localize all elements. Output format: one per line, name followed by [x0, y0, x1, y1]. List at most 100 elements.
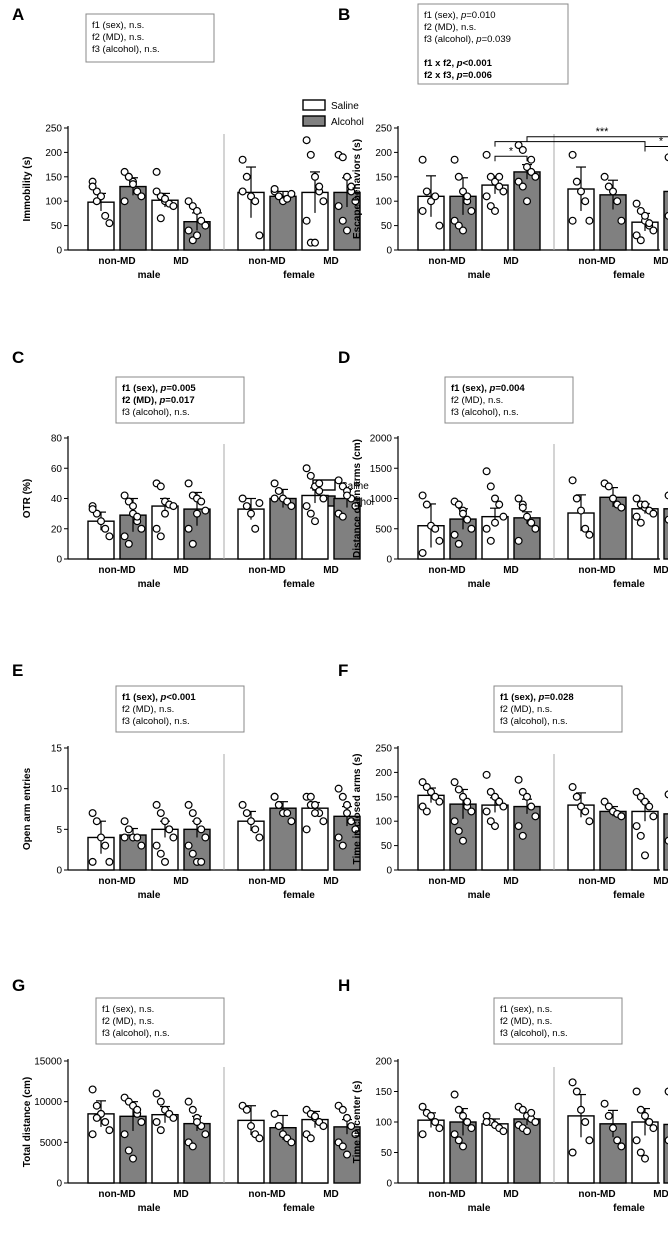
bar-alcohol [663, 508, 668, 560]
y-tick-label: 15 [51, 744, 63, 755]
data-point [334, 476, 343, 485]
y-tick-label: 10 [51, 784, 63, 795]
data-point [255, 231, 264, 240]
y-tick-label: 40 [51, 494, 63, 505]
data-point [568, 1148, 577, 1157]
group-label: MD [653, 876, 668, 887]
y-tick-label: 50 [381, 1148, 393, 1159]
data-point [522, 163, 531, 172]
legend-swatch-alcohol [302, 115, 326, 127]
data-point [640, 797, 649, 806]
y-tick-label: 150 [375, 172, 392, 183]
y-tick-label: 10000 [34, 1097, 62, 1108]
data-point [482, 524, 491, 533]
data-point [632, 512, 641, 521]
group-label: MD [173, 256, 189, 267]
data-point [338, 792, 347, 801]
group-label: MD [503, 256, 519, 267]
data-point [274, 486, 283, 495]
data-point [247, 1122, 256, 1131]
data-point [96, 833, 105, 842]
data-point [347, 1122, 356, 1131]
data-point [165, 825, 174, 834]
data-point [454, 826, 463, 835]
data-point [459, 792, 468, 801]
data-point [105, 857, 114, 866]
data-point [454, 1105, 463, 1114]
data-point [491, 206, 500, 215]
data-point [302, 464, 311, 473]
data-point [482, 1117, 491, 1126]
data-point [467, 1124, 476, 1133]
data-point [572, 792, 581, 801]
y-tick-label: 50 [381, 841, 393, 852]
data-point [287, 502, 296, 511]
y-axis-label: Immobility (s) [22, 156, 33, 221]
data-point [459, 509, 468, 518]
data-point [531, 172, 540, 181]
data-point [287, 1138, 296, 1147]
data-point [450, 216, 459, 225]
stats-line: f2 (MD), n.s. [92, 32, 144, 43]
stats-line: f3 (alcohol), n.s. [92, 44, 160, 55]
data-point [418, 1102, 427, 1111]
data-point [184, 226, 193, 235]
data-point [585, 530, 594, 539]
data-point [101, 1117, 110, 1126]
data-point [491, 494, 500, 503]
group-label: MD [323, 1189, 339, 1200]
data-point [664, 836, 668, 845]
data-point [92, 1101, 101, 1110]
data-point [338, 841, 347, 850]
data-point [518, 145, 527, 154]
legend: Saline Alcohol [302, 99, 364, 128]
data-point [531, 1117, 540, 1126]
y-tick-label: 5000 [40, 1138, 63, 1149]
data-point [188, 1105, 197, 1114]
data-point [137, 524, 146, 533]
data-point [351, 502, 360, 511]
data-point [274, 192, 283, 201]
data-point [600, 797, 609, 806]
data-point [156, 809, 165, 818]
stats-box [417, 3, 569, 85]
data-point [636, 831, 645, 840]
sex-label: male [138, 890, 161, 901]
data-point [664, 515, 668, 524]
data-point [315, 479, 324, 488]
data-point [302, 216, 311, 225]
stats-line: f1 (sex), p=0.005 [122, 383, 196, 394]
data-point [152, 841, 161, 850]
stats-box [493, 997, 623, 1045]
data-point [338, 1105, 347, 1114]
data-point [632, 1087, 641, 1096]
y-axis-label: Total distance (cm) [22, 1077, 33, 1167]
data-point [88, 1085, 97, 1094]
group-label: non-MD [248, 1189, 285, 1200]
y-tick-label: 250 [45, 124, 62, 135]
data-point [351, 825, 360, 834]
stats-line: f1 (sex), p=0.028 [500, 692, 574, 703]
y-tick-label: 150 [375, 1087, 392, 1098]
data-point [450, 1130, 459, 1139]
data-point [613, 1136, 622, 1145]
data-point [169, 1113, 178, 1122]
data-point [343, 809, 352, 818]
data-point [645, 802, 654, 811]
data-point [88, 857, 97, 866]
data-point [343, 800, 352, 809]
data-point [568, 783, 577, 792]
data-point [201, 833, 210, 842]
data-point [617, 503, 626, 512]
sex-label: male [468, 1203, 491, 1214]
data-point [486, 787, 495, 796]
group-label: non-MD [428, 1189, 465, 1200]
data-point [306, 792, 315, 801]
data-point [640, 500, 649, 509]
significance-bracket: *** [526, 126, 668, 142]
data-point [418, 802, 427, 811]
data-point [664, 153, 668, 162]
data-point [632, 1136, 641, 1145]
